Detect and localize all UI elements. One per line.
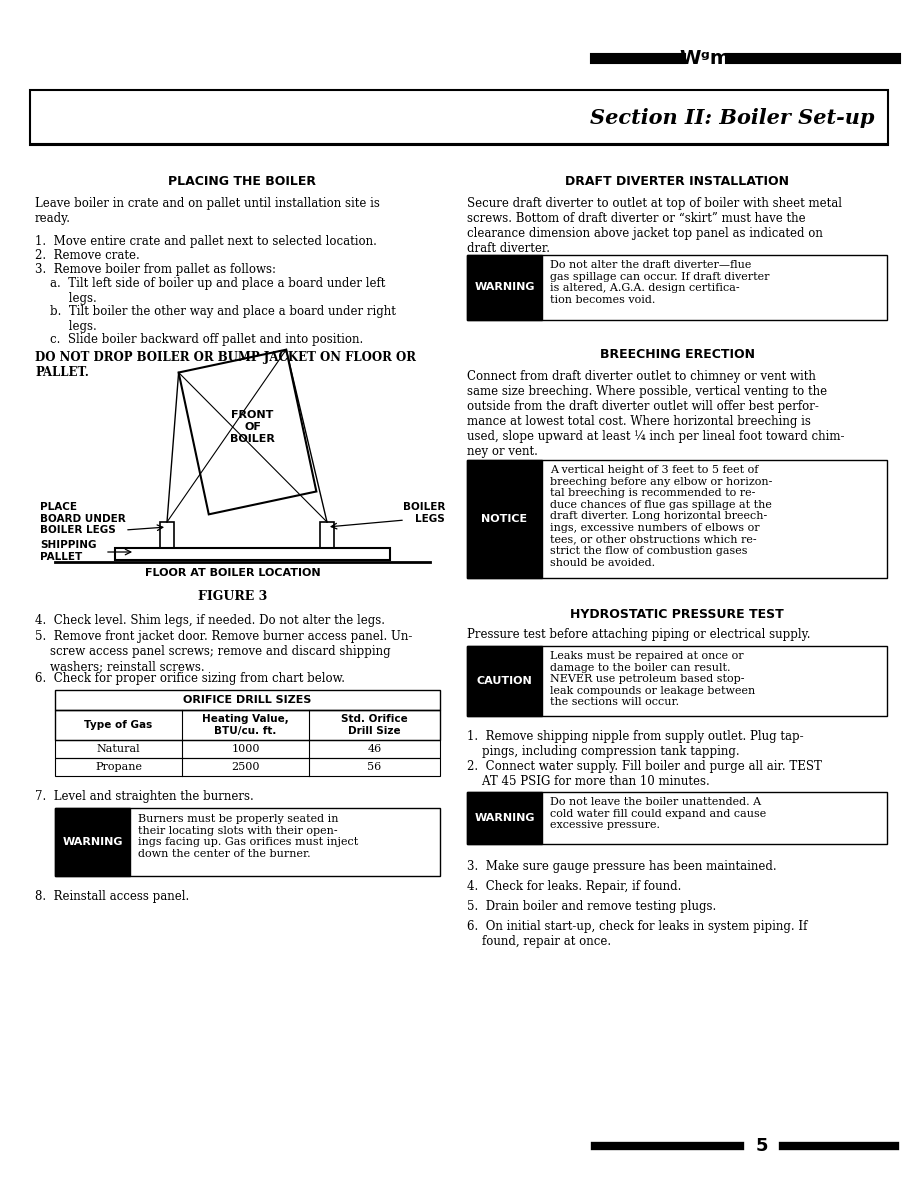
Text: Do not leave the boiler unattended. A
cold water fill could expand and cause
exc: Do not leave the boiler unattended. A co… <box>550 797 767 830</box>
Text: FIGURE 3: FIGURE 3 <box>198 590 267 604</box>
Text: Natural: Natural <box>96 744 140 754</box>
Text: FRONT
OF
BOILER: FRONT OF BOILER <box>230 410 274 443</box>
Text: 5.  Drain boiler and remove testing plugs.: 5. Drain boiler and remove testing plugs… <box>467 901 716 914</box>
Bar <box>55 690 440 710</box>
Text: SHIPPING
PALLET: SHIPPING PALLET <box>40 541 96 562</box>
Text: Burners must be properly seated in
their locating slots with their open-
ings fa: Burners must be properly seated in their… <box>138 814 358 859</box>
Bar <box>30 90 888 145</box>
Text: 46: 46 <box>367 744 382 754</box>
Text: 6.  On initial start-up, check for leaks in system piping. If
    found, repair : 6. On initial start-up, check for leaks … <box>467 920 807 948</box>
Bar <box>160 522 174 548</box>
Bar <box>115 548 390 560</box>
Text: 5.  Remove front jacket door. Remove burner access panel. Un-
    screw access p: 5. Remove front jacket door. Remove burn… <box>35 630 412 672</box>
Text: c.  Slide boiler backward off pallet and into position.: c. Slide boiler backward off pallet and … <box>35 333 364 346</box>
Text: a.  Tilt left side of boiler up and place a board under left
         legs.: a. Tilt left side of boiler up and place… <box>35 277 386 305</box>
Text: 1.  Remove shipping nipple from supply outlet. Plug tap-
    pings, including co: 1. Remove shipping nipple from supply ou… <box>467 729 803 758</box>
Text: Leave boiler in crate and on pallet until installation site is
ready.: Leave boiler in crate and on pallet unti… <box>35 197 380 225</box>
Text: CAUTION: CAUTION <box>476 676 532 685</box>
Bar <box>55 758 440 776</box>
Text: HYDROSTATIC PRESSURE TEST: HYDROSTATIC PRESSURE TEST <box>570 608 784 621</box>
Text: 56: 56 <box>367 762 382 772</box>
Bar <box>320 522 334 548</box>
Text: A vertical height of 3 feet to 5 feet of
breeching before any elbow or horizon-
: A vertical height of 3 feet to 5 feet of… <box>550 465 772 568</box>
Bar <box>55 740 440 758</box>
Text: 4.  Check for leaks. Repair, if found.: 4. Check for leaks. Repair, if found. <box>467 880 681 893</box>
Text: Type of Gas: Type of Gas <box>84 720 152 729</box>
Text: 4.  Check level. Shim legs, if needed. Do not alter the legs.: 4. Check level. Shim legs, if needed. Do… <box>35 614 385 627</box>
Text: 3.  Make sure gauge pressure has been maintained.: 3. Make sure gauge pressure has been mai… <box>467 860 777 873</box>
Text: Propane: Propane <box>95 762 142 772</box>
Text: Std. Orifice
Drill Size: Std. Orifice Drill Size <box>341 714 408 735</box>
Text: 2.  Remove crate.: 2. Remove crate. <box>35 249 140 263</box>
Text: 7.  Level and straighten the burners.: 7. Level and straighten the burners. <box>35 790 253 803</box>
Text: BREECHING ERECTION: BREECHING ERECTION <box>599 348 755 361</box>
Bar <box>467 792 542 843</box>
Bar <box>467 792 887 843</box>
Text: Leaks must be repaired at once or
damage to the boiler can result.
NEVER use pet: Leaks must be repaired at once or damage… <box>550 651 756 707</box>
Text: 3.  Remove boiler from pallet as follows:: 3. Remove boiler from pallet as follows: <box>35 263 276 276</box>
Bar <box>467 255 887 320</box>
Text: Do not alter the draft diverter—flue
gas spillage can occur. If draft diverter
i: Do not alter the draft diverter—flue gas… <box>550 260 769 305</box>
Text: 2500: 2500 <box>231 762 260 772</box>
Text: DRAFT DIVERTER INSTALLATION: DRAFT DIVERTER INSTALLATION <box>565 175 789 188</box>
Text: 1000: 1000 <box>231 744 260 754</box>
Text: 2.  Connect water supply. Fill boiler and purge all air. TEST
    AT 45 PSIG for: 2. Connect water supply. Fill boiler and… <box>467 760 822 788</box>
Text: PLACING THE BOILER: PLACING THE BOILER <box>169 175 317 188</box>
Text: 8.  Reinstall access panel.: 8. Reinstall access panel. <box>35 890 189 903</box>
Bar <box>55 808 440 876</box>
Bar <box>467 460 542 579</box>
Text: NOTICE: NOTICE <box>481 514 528 524</box>
Text: Connect from draft diverter outlet to chimney or vent with
same size breeching. : Connect from draft diverter outlet to ch… <box>467 369 845 459</box>
Text: 5: 5 <box>756 1137 768 1155</box>
Text: WARNING: WARNING <box>62 838 123 847</box>
Text: 6.  Check for proper orifice sizing from chart below.: 6. Check for proper orifice sizing from … <box>35 672 345 685</box>
Bar <box>467 255 542 320</box>
Text: WARNING: WARNING <box>475 283 535 292</box>
Text: Pressure test before attaching piping or electrical supply.: Pressure test before attaching piping or… <box>467 628 811 642</box>
Text: Secure draft diverter to outlet at top of boiler with sheet metal
screws. Bottom: Secure draft diverter to outlet at top o… <box>467 197 842 255</box>
Text: WARNING: WARNING <box>475 813 535 823</box>
Text: b.  Tilt boiler the other way and place a board under right
         legs.: b. Tilt boiler the other way and place a… <box>35 305 396 333</box>
Text: Section II: Boiler Set-up: Section II: Boiler Set-up <box>590 108 875 128</box>
Text: FLOOR AT BOILER LOCATION: FLOOR AT BOILER LOCATION <box>145 568 320 579</box>
Text: PLACE
BOARD UNDER
BOILER LEGS: PLACE BOARD UNDER BOILER LEGS <box>40 503 126 536</box>
Text: Wᵍm: Wᵍm <box>679 49 731 68</box>
Text: ORIFICE DRILL SIZES: ORIFICE DRILL SIZES <box>184 695 312 704</box>
Bar <box>467 646 887 716</box>
Text: BOILER
LEGS: BOILER LEGS <box>403 503 445 524</box>
Bar <box>467 646 542 716</box>
Bar <box>55 710 440 740</box>
Text: DO NOT DROP BOILER OR BUMP JACKET ON FLOOR OR
PALLET.: DO NOT DROP BOILER OR BUMP JACKET ON FLO… <box>35 350 416 379</box>
Text: Heating Value,
BTU/cu. ft.: Heating Value, BTU/cu. ft. <box>202 714 289 735</box>
Text: 1.  Move entire crate and pallet next to selected location.: 1. Move entire crate and pallet next to … <box>35 235 377 248</box>
Bar <box>55 808 130 876</box>
Bar <box>467 460 887 579</box>
